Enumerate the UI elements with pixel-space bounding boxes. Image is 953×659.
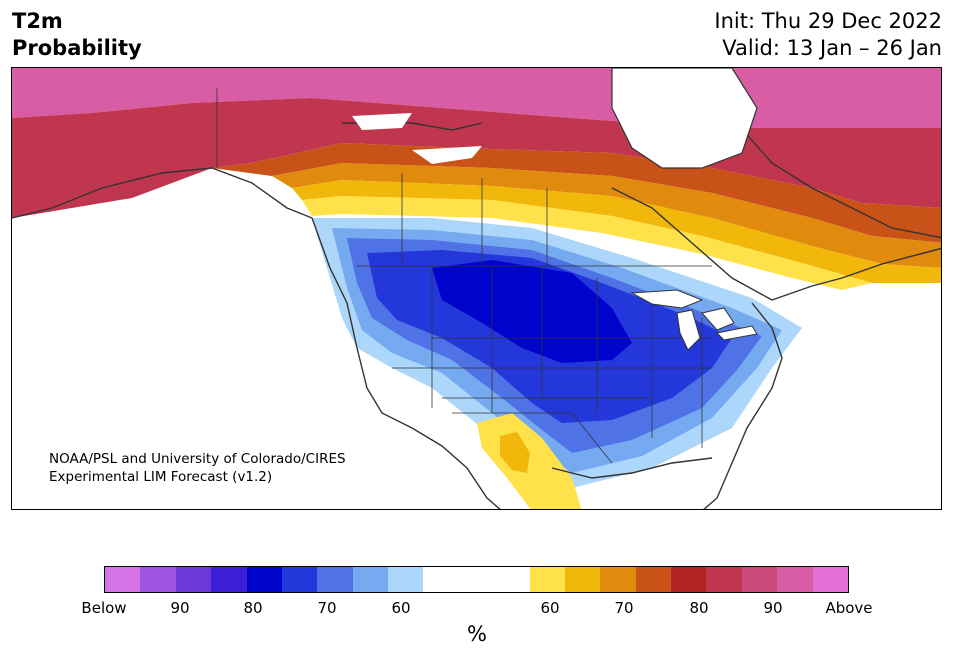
colorbar-segment xyxy=(635,567,672,592)
colorbar-segment xyxy=(211,567,247,592)
colorbar-segment xyxy=(175,567,212,592)
colorbar-segment xyxy=(423,567,530,592)
prob-above-70 xyxy=(212,143,941,243)
colorbar-segment xyxy=(600,567,636,592)
colorbar-tick-label: 80 xyxy=(243,599,263,617)
colorbar-segment xyxy=(671,567,707,592)
colorbar-segment xyxy=(246,567,282,592)
colorbar-segment xyxy=(777,567,813,592)
prob-above-40 xyxy=(302,196,872,290)
title-product: Probability xyxy=(12,36,142,60)
colorbar-tick-label: Above xyxy=(825,599,873,617)
colorbar-tick-label: 90 xyxy=(170,599,190,617)
colorbar-segment xyxy=(317,567,353,592)
probability-map xyxy=(11,67,942,510)
map-title: T2m Probability xyxy=(12,8,142,62)
colorbar-tick-label: 80 xyxy=(689,599,709,617)
colorbar xyxy=(104,566,849,593)
colorbar-segment xyxy=(388,567,424,592)
great-slave-lake xyxy=(412,146,482,164)
colorbar-tick-label: Below xyxy=(81,599,127,617)
prob-above-mexico-60 xyxy=(500,432,530,473)
credit-line-1: NOAA/PSL and University of Colorado/CIRE… xyxy=(49,451,346,467)
init-date: Init: Thu 29 Dec 2022 xyxy=(714,9,942,33)
prob-above-60 xyxy=(272,163,941,268)
coastlines xyxy=(12,117,941,509)
colorbar-segment xyxy=(564,567,601,592)
colorbar-tick-label: 60 xyxy=(391,599,411,617)
colorbar-tick-label: 60 xyxy=(540,599,560,617)
colorbar-tick-label: 70 xyxy=(317,599,337,617)
map-dates: Init: Thu 29 Dec 2022 Valid: 13 Jan – 26… xyxy=(714,8,942,62)
great-lakes xyxy=(630,289,758,351)
colorbar-segment xyxy=(281,567,318,592)
prob-above-50 xyxy=(292,180,941,283)
colorbar-segment xyxy=(812,567,848,592)
colorbar-segment xyxy=(529,567,565,592)
valid-range: Valid: 13 Jan – 26 Jan xyxy=(722,36,942,60)
political-borders xyxy=(216,88,712,464)
colorbar-segment xyxy=(105,567,141,592)
colorbar-segment xyxy=(741,567,778,592)
colorbar-segment xyxy=(706,567,742,592)
colorbar-labels: Below 90 80 70 60 60 70 80 90 Above xyxy=(81,599,872,619)
colorbar-segment xyxy=(352,567,388,592)
hudson-bay xyxy=(611,68,758,169)
colorbar-segment xyxy=(140,567,176,592)
colorbar-tick-label: 90 xyxy=(763,599,783,617)
great-bear-lake xyxy=(352,113,412,130)
credit-text: NOAA/PSL and University of Colorado/CIRE… xyxy=(49,450,346,486)
colorbar-tick-label: 70 xyxy=(614,599,634,617)
prob-below-85 xyxy=(432,260,632,363)
title-variable: T2m xyxy=(12,9,63,33)
map-svg xyxy=(12,68,941,509)
colorbar-unit: % xyxy=(467,622,487,646)
credit-line-2: Experimental LIM Forecast (v1.2) xyxy=(49,469,273,485)
